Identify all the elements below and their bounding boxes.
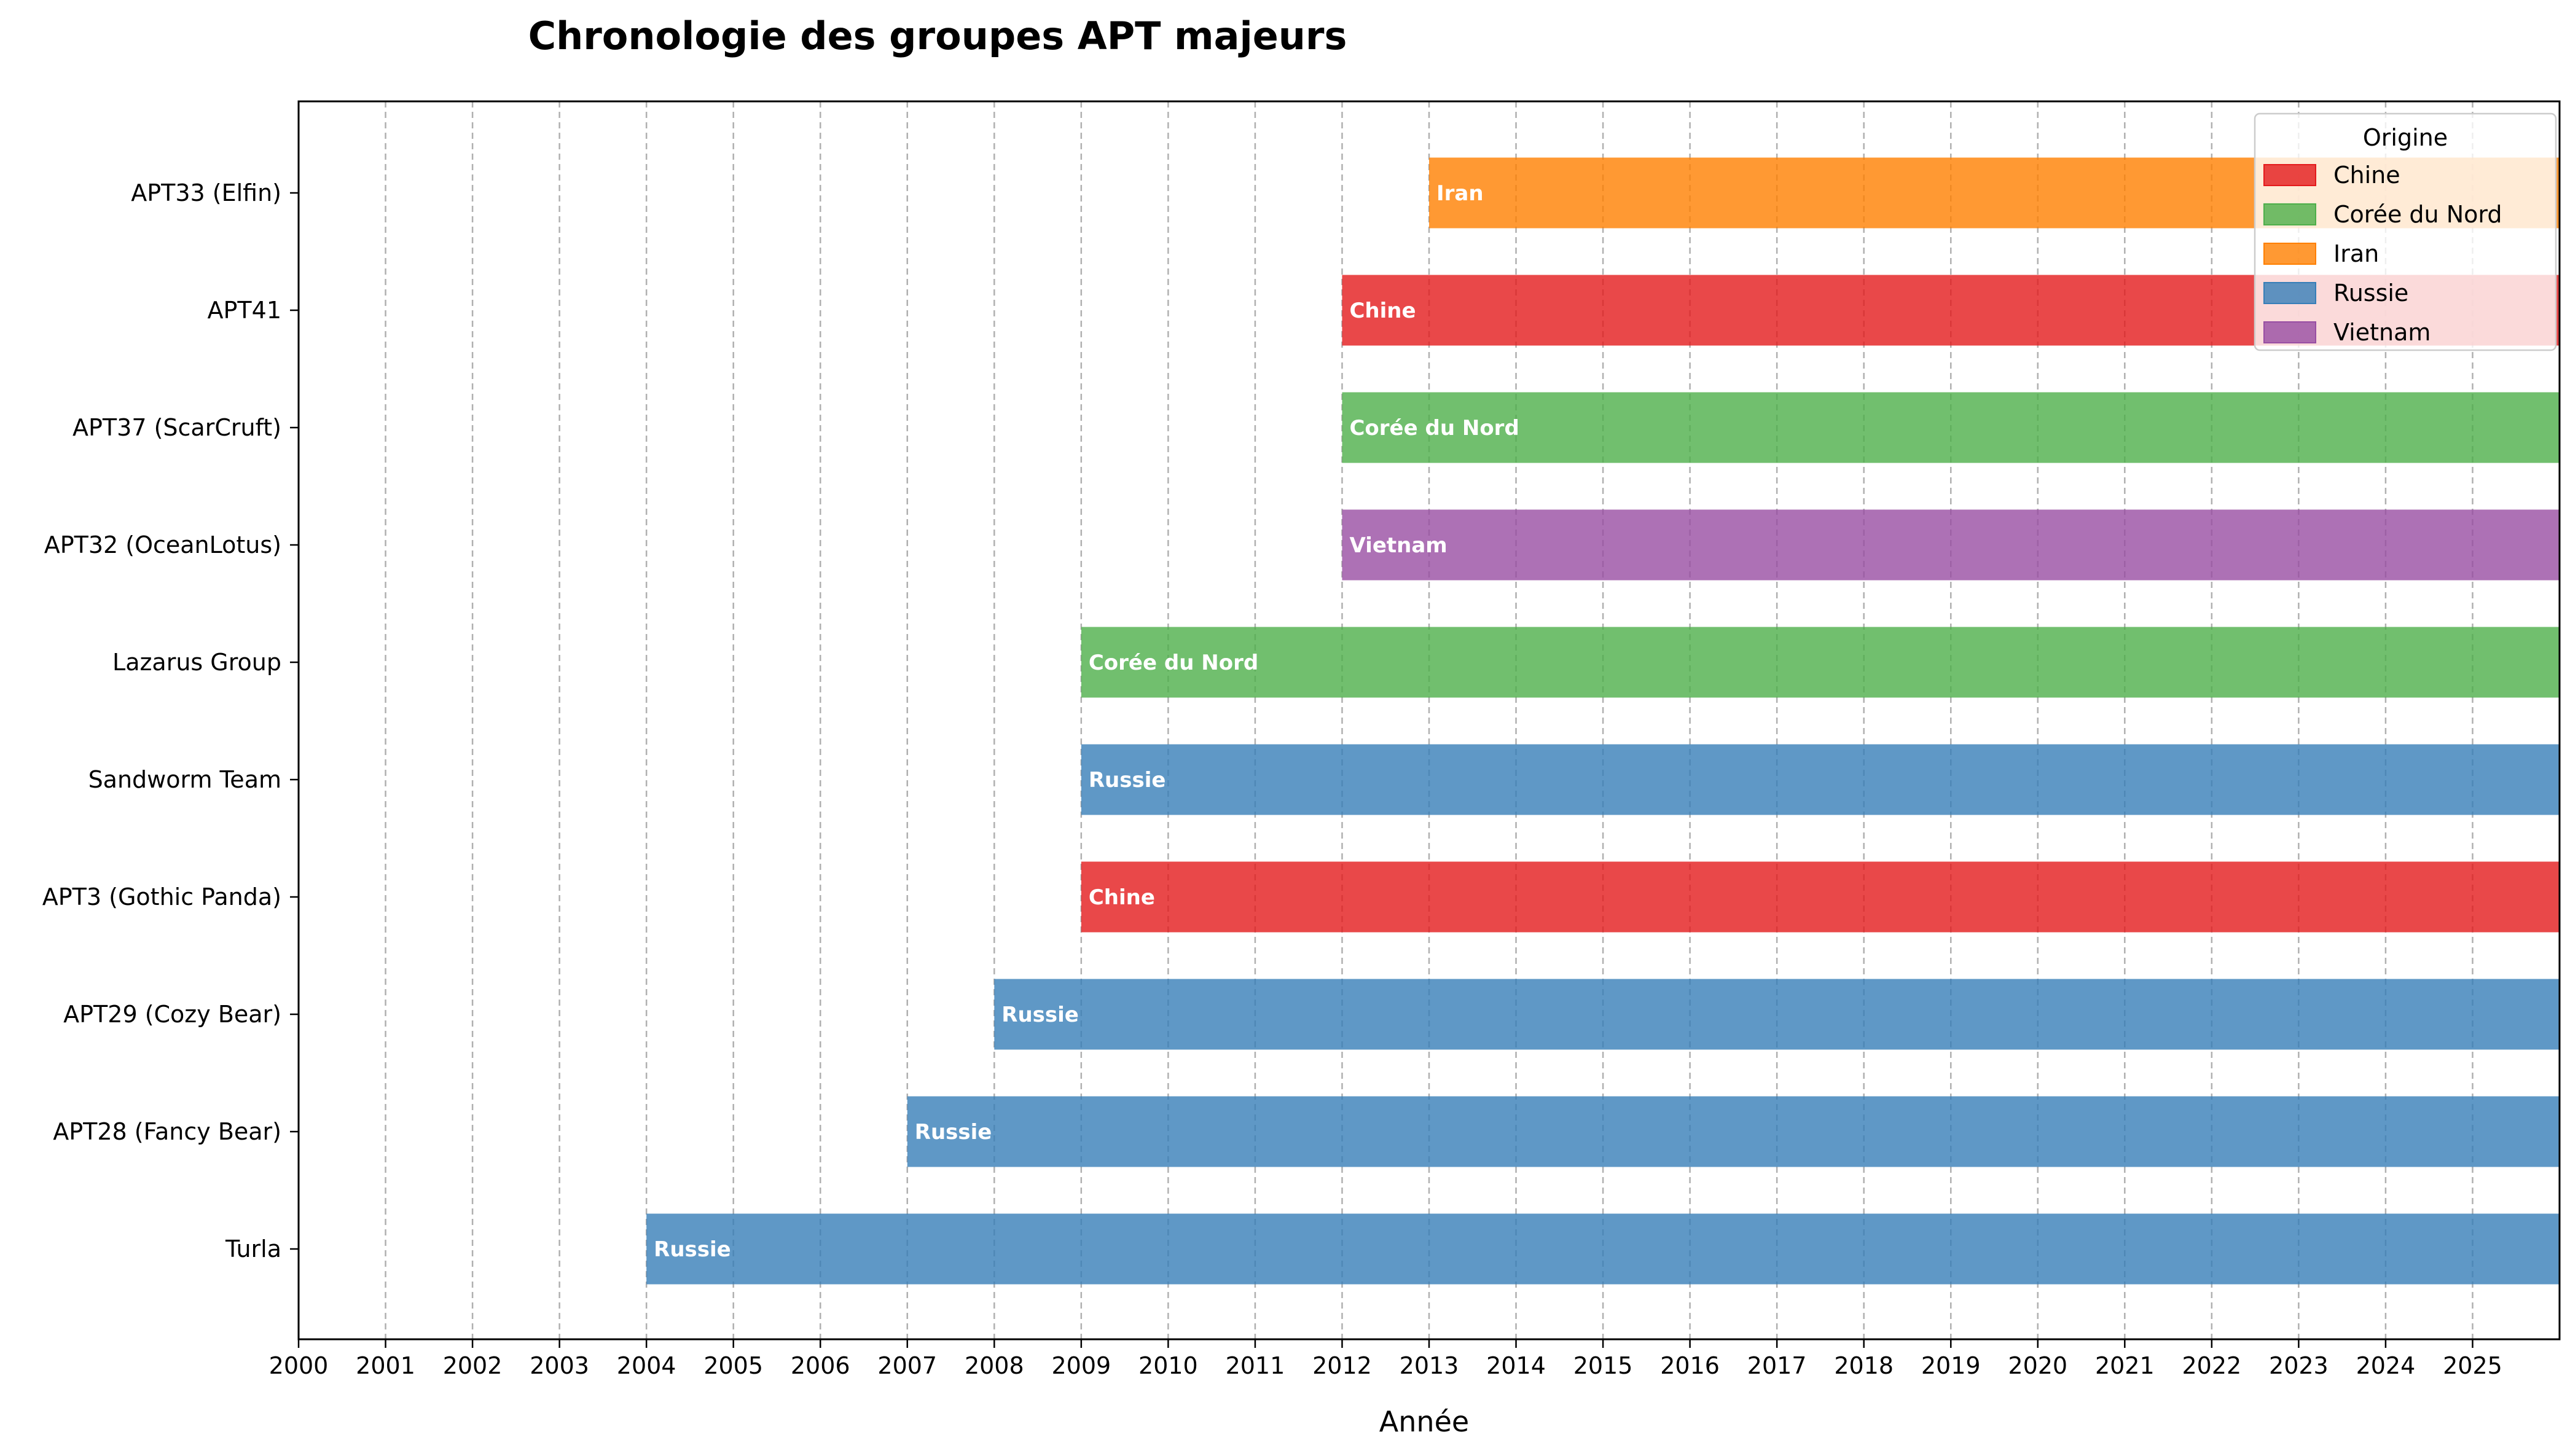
legend-box bbox=[2254, 112, 2557, 351]
bar-label: Iran bbox=[1436, 181, 1484, 206]
bar bbox=[1081, 627, 2560, 698]
x-tick-label: 2004 bbox=[617, 1352, 676, 1379]
legend-swatch bbox=[2263, 282, 2316, 304]
x-tick-label: 2019 bbox=[1921, 1352, 1981, 1379]
x-tick-label: 2009 bbox=[1051, 1352, 1111, 1379]
x-tick-label: 2011 bbox=[1226, 1352, 1285, 1379]
bar bbox=[1081, 744, 2560, 815]
x-tick-label: 2008 bbox=[965, 1352, 1024, 1379]
bar bbox=[646, 1213, 2560, 1285]
bar bbox=[994, 979, 2560, 1050]
x-tick-label: 2014 bbox=[1486, 1352, 1546, 1379]
legend: Origine Chine Corée du Nord Iran Russie Vietn… bbox=[2254, 112, 2557, 351]
y-tick-label: APT33 (Elfin) bbox=[131, 179, 281, 206]
x-tick-label: 2025 bbox=[2443, 1352, 2502, 1379]
x-tick-label: 2024 bbox=[2356, 1352, 2416, 1379]
x-tick-label: 2022 bbox=[2182, 1352, 2241, 1379]
legend-entry-label: Iran bbox=[2333, 240, 2379, 267]
y-tick-label: APT41 bbox=[208, 297, 281, 324]
y-tick-label: APT37 (ScarCruft) bbox=[72, 414, 281, 441]
x-tick-label: 2020 bbox=[2008, 1352, 2067, 1379]
x-tick-label: 2001 bbox=[356, 1352, 415, 1379]
bar-label: Chine bbox=[1349, 299, 1416, 323]
x-tick-label: 2006 bbox=[791, 1352, 850, 1379]
x-tick-label: 2015 bbox=[1573, 1352, 1633, 1379]
x-axis-label: Année bbox=[1379, 1405, 1469, 1438]
x-tick-label: 2016 bbox=[1660, 1352, 1720, 1379]
x-tick-label: 2023 bbox=[2269, 1352, 2329, 1379]
x-axis-ticks: 2000 2001 2002 2003 2004 2005 2006 2007 2008 2009… bbox=[269, 1339, 2502, 1379]
y-axis-labels: Turla APT28 (Fancy Bear) APT29 (Cozy Bear)… bbox=[42, 179, 299, 1262]
grid-lines bbox=[297, 101, 2474, 1339]
legend-swatch bbox=[2263, 321, 2316, 343]
bar bbox=[907, 1096, 2560, 1167]
y-tick-label: Turla bbox=[225, 1235, 281, 1262]
legend-entry-label: Russie bbox=[2333, 280, 2408, 307]
chart-title: Chronologie des groupes APT majeurs bbox=[528, 14, 1347, 58]
y-tick-label: APT3 (Gothic Panda) bbox=[42, 883, 281, 910]
x-tick-label: 2013 bbox=[1400, 1352, 1459, 1379]
x-tick-label: 2005 bbox=[703, 1352, 763, 1379]
legend-entry-label: Corée du Nord bbox=[2333, 201, 2502, 228]
y-tick-label: APT29 (Cozy Bear) bbox=[63, 1001, 281, 1028]
y-tick-label: Lazarus Group bbox=[112, 649, 281, 676]
x-tick-label: 2012 bbox=[1312, 1352, 1372, 1379]
x-tick-label: 2000 bbox=[269, 1352, 329, 1379]
y-tick-label: APT32 (OceanLotus) bbox=[44, 531, 281, 558]
bar-label: Corée du Nord bbox=[1349, 416, 1519, 440]
legend-entry-label: Chine bbox=[2333, 162, 2400, 189]
y-tick-label: Sandworm Team bbox=[88, 766, 281, 793]
x-tick-label: 2007 bbox=[877, 1352, 937, 1379]
bar-label: Vietnam bbox=[1349, 533, 1447, 558]
x-tick-label: 2002 bbox=[443, 1352, 503, 1379]
legend-swatch bbox=[2263, 243, 2316, 265]
x-tick-label: 2010 bbox=[1138, 1352, 1198, 1379]
bar-label: Russie bbox=[1089, 768, 1166, 793]
bar-label: Russie bbox=[654, 1237, 731, 1262]
legend-swatch bbox=[2263, 164, 2316, 186]
bar-label: Russie bbox=[915, 1120, 992, 1145]
bar-label: Chine bbox=[1089, 885, 1155, 910]
legend-swatch bbox=[2263, 203, 2316, 225]
bar bbox=[1081, 861, 2560, 933]
legend-title: Origine bbox=[2363, 124, 2448, 151]
x-tick-label: 2018 bbox=[1834, 1352, 1894, 1379]
bar-label: Corée du Nord bbox=[1089, 651, 1258, 675]
plot-frame bbox=[297, 100, 2561, 1341]
y-tick-label: APT28 (Fancy Bear) bbox=[53, 1118, 281, 1145]
bar-label: Russie bbox=[1001, 1003, 1079, 1027]
legend-entry-label: Vietnam bbox=[2333, 319, 2431, 346]
x-tick-label: 2021 bbox=[2095, 1352, 2155, 1379]
bar bbox=[1342, 509, 2560, 581]
bars: Russie Russie Russie Chine Russie Corée du No… bbox=[646, 157, 2560, 1285]
bar bbox=[1342, 392, 2560, 463]
x-tick-label: 2003 bbox=[530, 1352, 589, 1379]
x-tick-label: 2017 bbox=[1747, 1352, 1807, 1379]
